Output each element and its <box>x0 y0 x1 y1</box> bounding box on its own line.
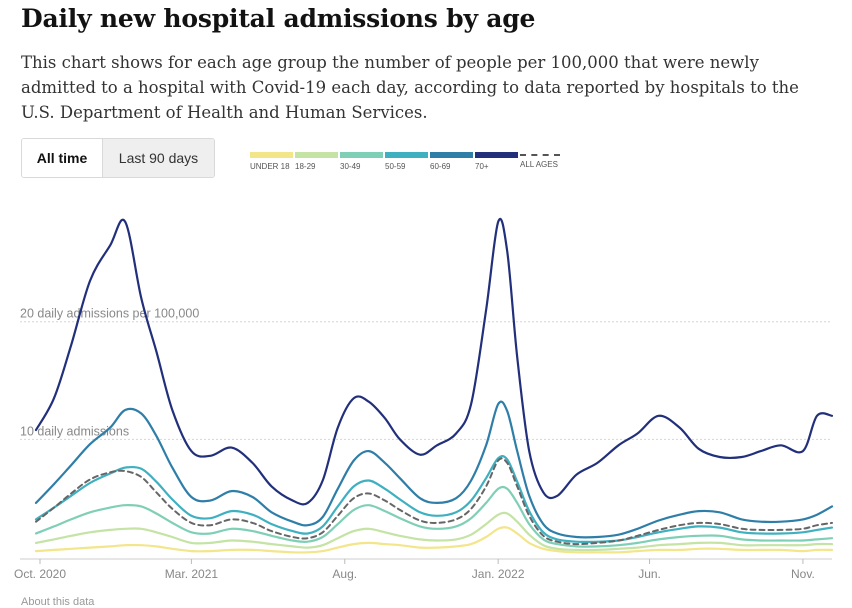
legend-label: 60-69 <box>430 162 451 171</box>
legend-swatch <box>295 152 338 158</box>
all-time-button[interactable]: All time <box>22 139 102 177</box>
time-range-toggle: All time Last 90 days <box>21 138 215 178</box>
legend-item-under-18: UNDER 18 <box>250 152 295 171</box>
chart-plot-area: 10 daily admissions 20 daily admissions p… <box>14 217 834 581</box>
legend-item-50-59: 50-59 <box>385 152 430 171</box>
legend-item-all-ages: ALL AGES <box>520 152 565 171</box>
last-90-days-button[interactable]: Last 90 days <box>102 139 214 177</box>
x-tick-label: Mar. 2021 <box>165 567 219 581</box>
page-title: Daily new hospital admissions by age <box>21 4 536 33</box>
series-line-70- <box>34 217 834 506</box>
series-line-18-29 <box>34 511 834 552</box>
about-data-link[interactable]: About this data <box>21 596 95 608</box>
legend-swatch <box>385 152 428 158</box>
legend-swatch <box>475 152 518 158</box>
series-line-30-49 <box>34 485 834 548</box>
legend-label: 50-59 <box>385 162 406 171</box>
x-tick-label: Jun. <box>638 567 661 581</box>
series-line-all-ages <box>35 457 833 546</box>
legend-label: 70+ <box>475 162 489 171</box>
legend-item-18-29: 18-29 <box>295 152 340 171</box>
series-line-50-59 <box>34 455 834 544</box>
y-gridline-label: 10 daily admissions <box>20 424 129 438</box>
legend-item-60-69: 60-69 <box>430 152 475 171</box>
x-tick-label: Jan. 2022 <box>472 567 525 581</box>
legend-swatch <box>340 152 383 158</box>
legend-label: 18-29 <box>295 162 316 171</box>
legend-swatch <box>430 152 473 158</box>
series-line-under-18 <box>34 526 834 554</box>
legend-item-70-: 70+ <box>475 152 520 171</box>
legend-label: ALL AGES <box>520 160 558 169</box>
legend-label: 30-49 <box>340 162 361 171</box>
chart-description: This chart shows for each age group the … <box>21 53 799 122</box>
x-tick-label: Nov. <box>791 567 815 581</box>
chart-legend: UNDER 18 18-29 30-49 50-59 60-69 70+ ALL AGES <box>250 152 565 171</box>
legend-swatch <box>250 152 293 158</box>
series-line-60-69 <box>34 400 834 539</box>
legend-swatch <box>520 154 560 156</box>
y-gridline-label: 20 daily admissions per 100,000 <box>20 307 199 321</box>
x-tick-label: Oct. 2020 <box>14 567 66 581</box>
legend-item-30-49: 30-49 <box>340 152 385 171</box>
legend-label: UNDER 18 <box>250 162 290 171</box>
x-tick-label: Aug. <box>332 567 357 581</box>
